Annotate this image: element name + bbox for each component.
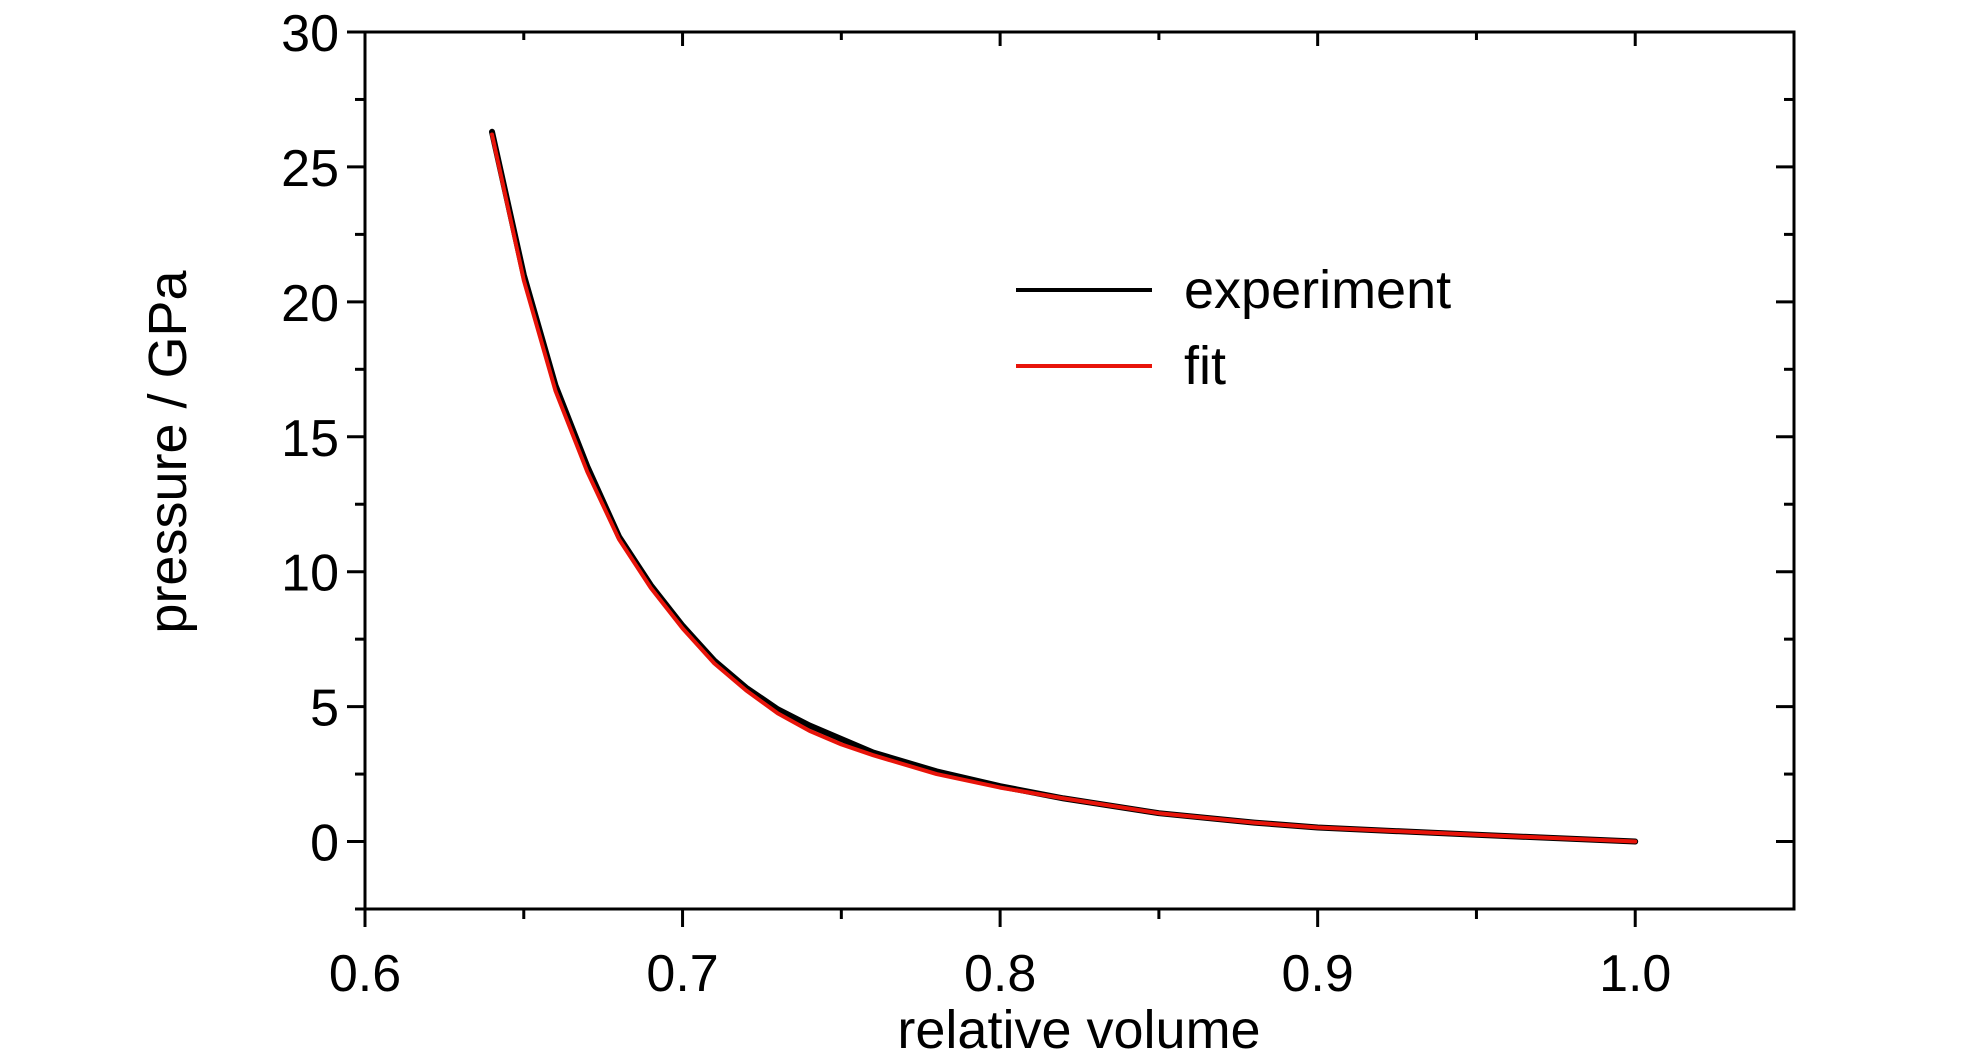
y-tick-label: 5 (310, 680, 339, 738)
x-tick-label: 0.7 (646, 945, 718, 1003)
x-axis-title: relative volume (897, 1000, 1260, 1060)
legend: experiment fit (1016, 260, 1451, 396)
y-tick-label: 30 (281, 5, 339, 63)
axis-ticks (347, 30, 1794, 927)
y-tick-label: 25 (281, 140, 339, 198)
x-tick-label: 0.6 (329, 945, 401, 1003)
x-tick-label: 0.9 (1282, 945, 1354, 1003)
series-line-fit (490, 132, 1638, 844)
series-line-experiment (489, 128, 1639, 845)
legend-label-fit: fit (1184, 336, 1226, 396)
y-axis-title: pressure / GPa (138, 269, 198, 633)
x-tick-label: 1.0 (1599, 945, 1671, 1003)
tick-labels: 0.6 0.7 0.8 0.9 1.0 0 5 10 15 20 25 30 (281, 5, 1671, 1003)
x-tick-label: 0.8 (964, 945, 1036, 1003)
y-tick-label: 20 (281, 275, 339, 333)
plot-frame (363, 30, 1796, 911)
y-tick-label: 0 (310, 815, 339, 873)
legend-label-experiment: experiment (1184, 260, 1451, 320)
series-layer (489, 128, 1639, 845)
y-tick-label: 15 (281, 410, 339, 468)
y-tick-label: 10 (281, 545, 339, 603)
